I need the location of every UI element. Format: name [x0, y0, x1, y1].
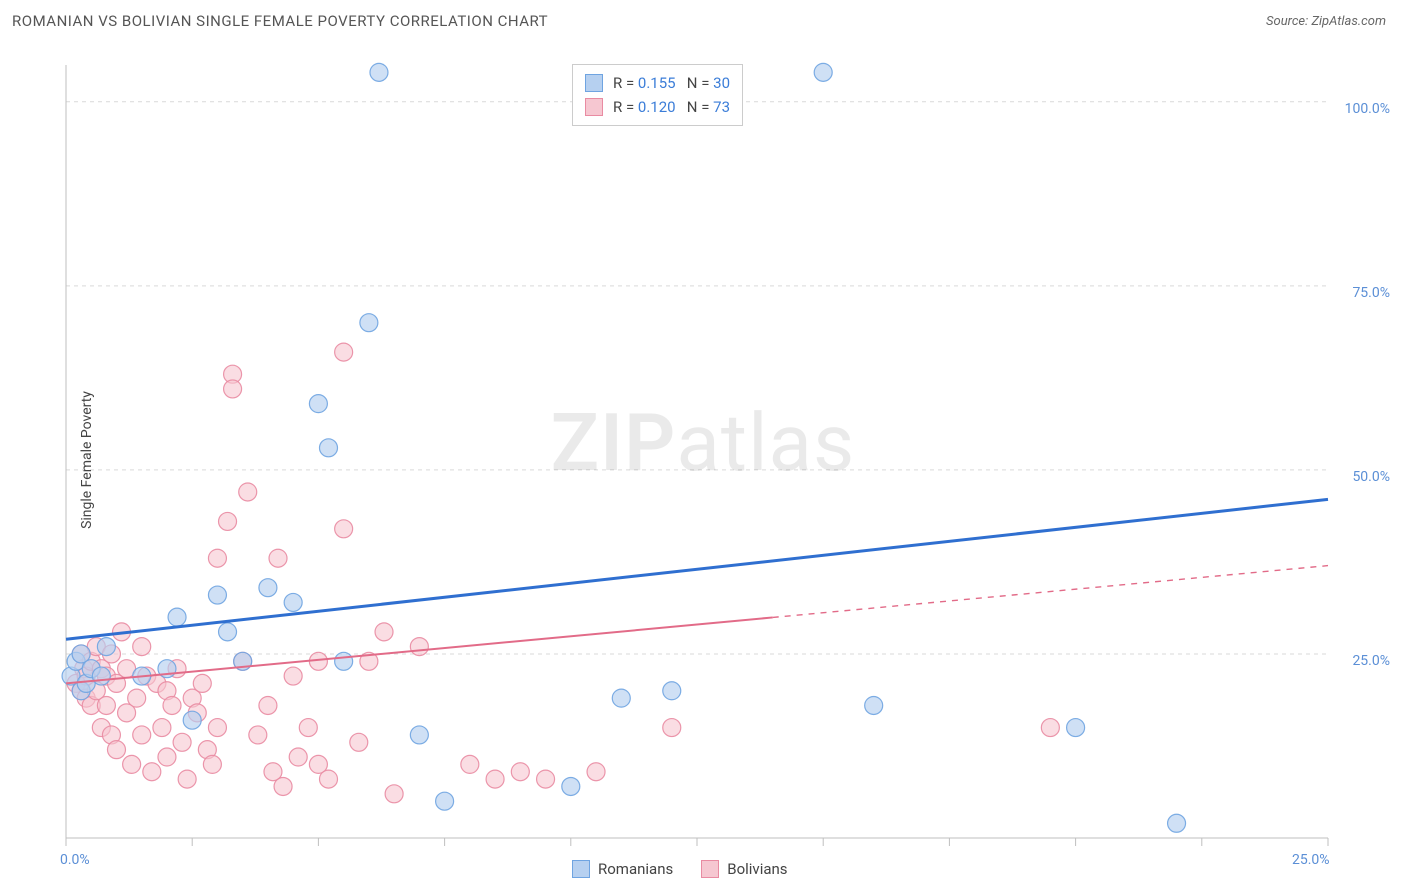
romanians-point: [1067, 719, 1085, 737]
bolivians-point: [587, 763, 605, 781]
bolivians-point: [158, 748, 176, 766]
romanians-point: [92, 667, 110, 685]
romanians-trendline: [66, 499, 1328, 639]
bolivians-point: [537, 770, 555, 788]
bolivians-point: [350, 733, 368, 751]
bolivians-point: [269, 549, 287, 567]
bolivians-point: [203, 755, 221, 773]
bolivians-point: [208, 549, 226, 567]
legend-swatch: [572, 860, 590, 878]
y-axis-label: Single Female Poverty: [79, 391, 95, 529]
romanians-point: [168, 608, 186, 626]
bolivians-point: [289, 748, 307, 766]
romanians-point: [360, 314, 378, 332]
y-tick-label: 100.0%: [1345, 101, 1390, 117]
romanians-point: [1168, 814, 1186, 832]
romanians-point: [259, 579, 277, 597]
bolivians-point: [299, 719, 317, 737]
romanians-point: [410, 726, 428, 744]
romanians-point: [370, 63, 388, 81]
legend-swatch: [585, 98, 603, 116]
romanians-point: [284, 593, 302, 611]
bolivians-point: [143, 763, 161, 781]
y-tick-label: 75.0%: [1352, 285, 1390, 301]
legend-label: Romanians: [598, 860, 673, 878]
bolivians-point: [97, 696, 115, 714]
bolivians-point: [663, 719, 681, 737]
legend-stat-row-bolivians: R = 0.120 N = 73: [585, 95, 730, 119]
legend-item-bolivians: Bolivians: [701, 860, 787, 878]
x-tick-label: 25.0%: [1292, 852, 1330, 868]
bolivians-point: [153, 719, 171, 737]
scatter-plot: [12, 40, 1394, 880]
bolivians-point: [133, 726, 151, 744]
bolivians-point: [224, 380, 242, 398]
bolivians-point: [219, 512, 237, 530]
bolivians-point: [259, 696, 277, 714]
bolivians-point: [385, 785, 403, 803]
y-tick-label: 25.0%: [1352, 653, 1390, 669]
bolivians-point: [123, 755, 141, 773]
bolivians-point: [133, 638, 151, 656]
x-tick-label: 0.0%: [60, 852, 90, 868]
chart-title: ROMANIAN VS BOLIVIAN SINGLE FEMALE POVER…: [12, 12, 548, 30]
romanians-point: [208, 586, 226, 604]
romanians-point: [865, 696, 883, 714]
legend-stats-box: R = 0.155 N = 30R = 0.120 N = 73: [572, 64, 743, 126]
bolivians-point: [107, 741, 125, 759]
bolivians-point: [284, 667, 302, 685]
romanians-point: [663, 682, 681, 700]
bolivians-point: [128, 689, 146, 707]
romanians-point: [309, 395, 327, 413]
bolivians-point: [461, 755, 479, 773]
romanians-point: [319, 439, 337, 457]
bolivians-point: [1041, 719, 1059, 737]
bolivians-point: [173, 733, 191, 751]
source-link[interactable]: ZipAtlas.com: [1311, 14, 1386, 29]
bolivians-point: [178, 770, 196, 788]
romanians-point: [562, 777, 580, 795]
legend-swatch: [701, 860, 719, 878]
bolivians-point: [511, 763, 529, 781]
bolivians-point: [208, 719, 226, 737]
bolivians-trendline-extrapolated: [773, 566, 1328, 618]
bolivians-point: [163, 696, 181, 714]
source-attribution: Source: ZipAtlas.com: [1266, 14, 1386, 29]
romanians-point: [436, 792, 454, 810]
y-tick-label: 50.0%: [1352, 469, 1390, 485]
series-legend: Romanians Bolivians: [572, 860, 788, 878]
romanians-point: [612, 689, 630, 707]
bolivians-point: [319, 770, 337, 788]
romanians-point: [814, 63, 832, 81]
romanians-point: [335, 652, 353, 670]
bolivians-point: [486, 770, 504, 788]
bolivians-point: [193, 674, 211, 692]
legend-swatch: [585, 74, 603, 92]
legend-stat-row-romanians: R = 0.155 N = 30: [585, 71, 730, 95]
bolivians-point: [335, 520, 353, 538]
bolivians-point: [274, 777, 292, 795]
bolivians-point: [410, 638, 428, 656]
legend-item-romanians: Romanians: [572, 860, 673, 878]
chart-container: Single Female Poverty ZIPatlas R = 0.155…: [12, 40, 1394, 880]
romanians-point: [183, 711, 201, 729]
legend-label: Bolivians: [727, 860, 787, 878]
bolivians-point: [375, 623, 393, 641]
bolivians-point: [239, 483, 257, 501]
romanians-point: [97, 638, 115, 656]
romanians-point: [219, 623, 237, 641]
bolivians-point: [249, 726, 267, 744]
bolivians-point: [335, 343, 353, 361]
